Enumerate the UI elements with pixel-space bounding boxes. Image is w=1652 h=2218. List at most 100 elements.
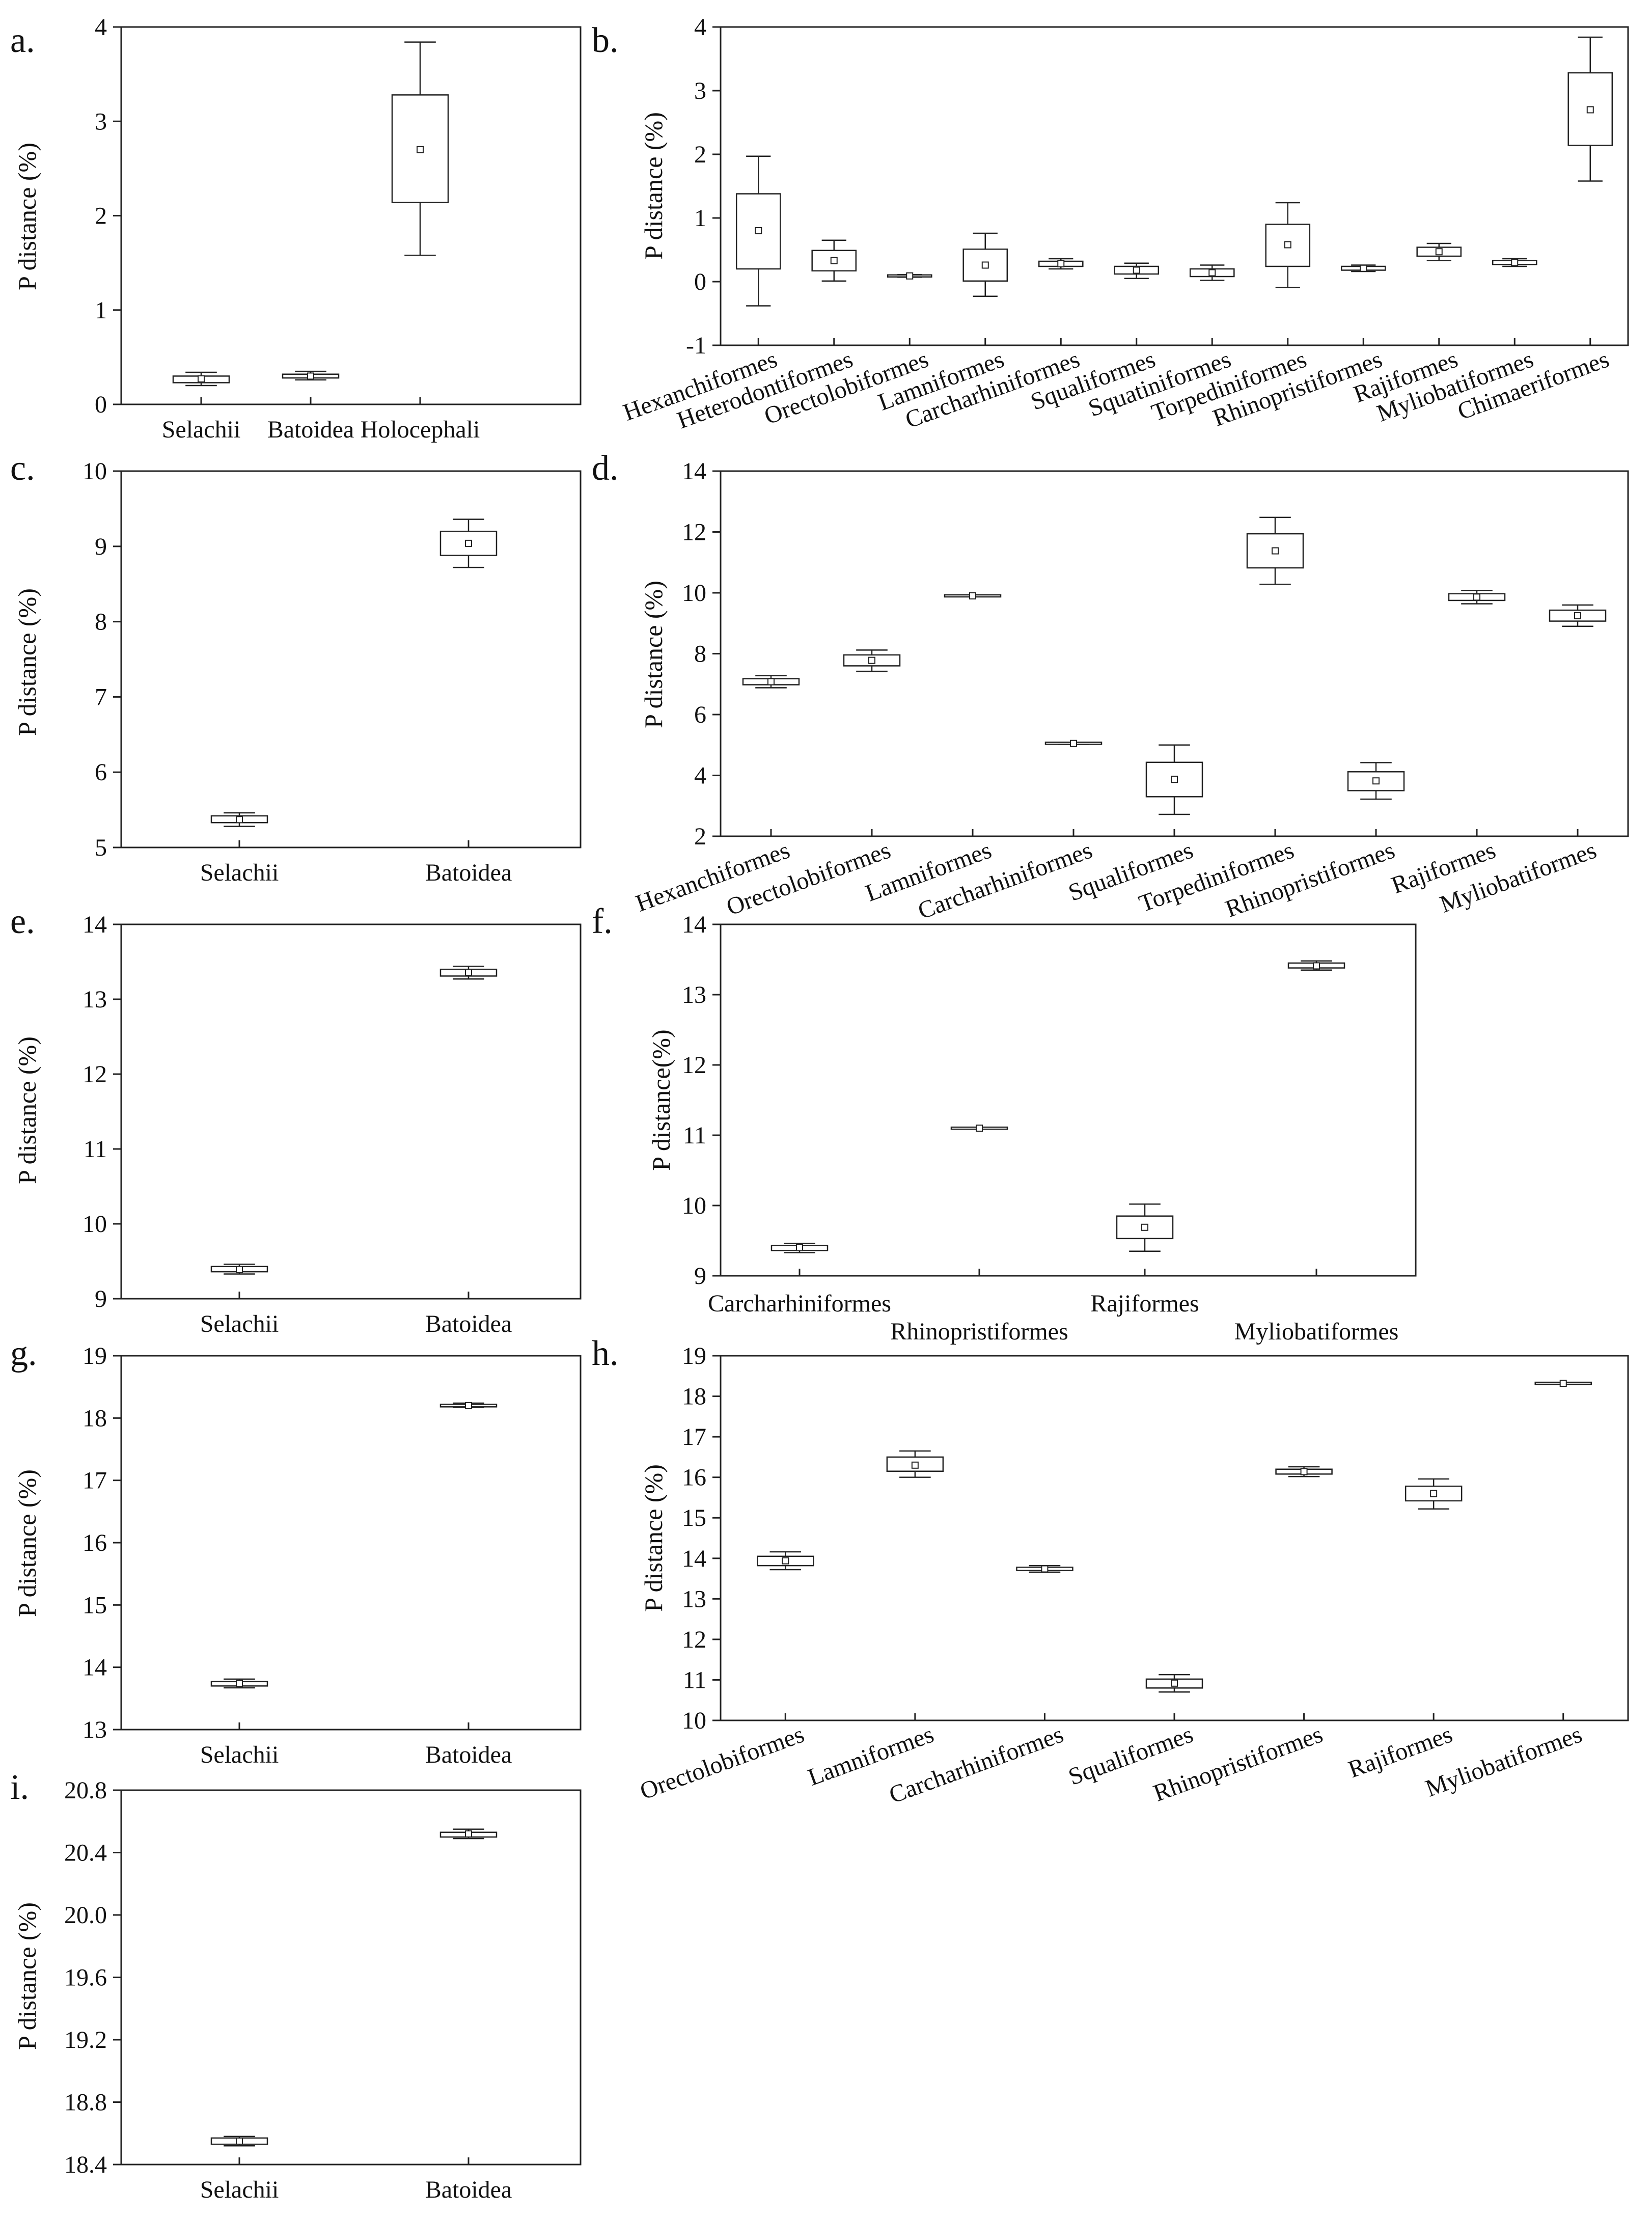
- panel-d-box-myliobatiformes: [1549, 604, 1607, 836]
- panel-g-x-label-batoidea: Batoidea: [425, 1741, 512, 1768]
- panel-c-box-batoidea: [439, 518, 498, 847]
- panel-i-mean-marker-batoidea: [465, 1830, 472, 1838]
- panel-e-y-axis-label: P distance (%): [13, 1036, 41, 1184]
- panel-c-y-tick-label-4: 9: [95, 533, 107, 560]
- panel-h-box-carcharhiniformes: [1016, 1565, 1073, 1720]
- panel-b-box-myliobatiformes: [1492, 258, 1537, 345]
- panel-b-mean-marker-carcharhiniformes: [1057, 260, 1065, 267]
- panel-e-box-batoidea: [439, 966, 498, 1299]
- panel-h-box-rajiformes: [1405, 1478, 1463, 1720]
- panel-f-y-tick-label-3: 12: [682, 1052, 706, 1079]
- panel-c-mean-marker-batoidea: [465, 539, 472, 547]
- panel-g-y-tick-label-1: 14: [82, 1654, 107, 1681]
- panel-b-mean-marker-squaliformes: [1133, 266, 1140, 274]
- panel-b-box-rhinopristiformes: [1340, 264, 1386, 345]
- panel-c-y-axis-label: P distance (%): [13, 588, 41, 736]
- panel-d-y-tick-label-0: 2: [694, 823, 706, 850]
- panel-f-x-label-rajiformes: Rajiformes: [1090, 1290, 1199, 1317]
- panel-f-box-myliobatiformes: [1287, 960, 1345, 1276]
- panel-f-letter: f.: [592, 902, 613, 941]
- panel-i: i. P distance (%) 18.4 18.8 19.2 19.6 20.0 20.4…: [10, 1768, 582, 2203]
- panel-h-mean-marker-rajiformes: [1430, 1490, 1438, 1497]
- panel-g-y-tick-label-5: 18: [82, 1405, 107, 1432]
- panel-h-mean-marker-rhinopristiformes: [1300, 1468, 1308, 1475]
- panel-h: h. P distance (%) 10 11 12 13 14 15 16 17 18 19 Orec…: [592, 1334, 1629, 1809]
- panel-f-x-label-carcharhiniformes: Carcharhiniformes: [708, 1290, 891, 1317]
- panel-g-plot-frame: [120, 1355, 582, 1731]
- panel-d-box-hexanchiformes: [742, 675, 800, 836]
- panel-c-box-selachii: [210, 812, 268, 847]
- panel-a-x-label-holocephali: Holocephali: [361, 416, 480, 443]
- panel-d-mean-marker-hexanchiformes: [767, 678, 775, 686]
- panel-d: d.P distance (%)2468101214Hexanchiformes…: [592, 449, 1629, 924]
- panel-d-letter: d.: [592, 449, 619, 488]
- panel-g-y-tick-label-0: 13: [82, 1716, 107, 1743]
- panel-b-mean-marker-heterodontiformes: [830, 257, 838, 264]
- panel-f-x-label-myliobatiformes: Myliobatiformes: [1234, 1318, 1399, 1345]
- panel-d-mean-marker-rajiformes: [1473, 593, 1480, 601]
- panel-g-mean-marker-selachii: [236, 1680, 243, 1687]
- panel-b-box-lamniformes: [962, 232, 1008, 345]
- panel-f-mean-marker-rajiformes: [1141, 1223, 1148, 1231]
- panel-d-y-tick-label-6: 14: [682, 458, 706, 485]
- panel-h-y-axis-label: P distance (%): [639, 1464, 668, 1612]
- panel-c-y-tick-label-3: 8: [95, 609, 107, 636]
- panel-b-mean-marker-torpediniformes: [1284, 241, 1291, 249]
- panel-g: g. P distance (%) 13 14 15 16 17 18 19 Selachii Ba…: [10, 1334, 582, 1768]
- panel-b-box-squaliformes: [1114, 262, 1160, 345]
- panel-d-box-rhinopristiformes: [1347, 762, 1405, 836]
- panel-f-box-rhinopristiformes: [950, 1125, 1008, 1276]
- panel-h-box-lamniformes: [886, 1450, 944, 1720]
- panel-e-y-tick-label-3: 12: [82, 1061, 107, 1088]
- panel-b-iqr-box-heterodontiformes: [811, 250, 857, 271]
- panel-i-y-tick-label-5: 20.4: [64, 1840, 107, 1867]
- panel-b-mean-marker-squatiniformes: [1208, 269, 1216, 277]
- panel-b-y-tick-label-4: 3: [694, 77, 706, 104]
- panel-e-x-label-batoidea: Batoidea: [425, 1310, 512, 1337]
- panel-b-mean-marker-lamniformes: [981, 261, 989, 269]
- panel-e-y-tick-label-4: 13: [82, 986, 107, 1013]
- panel-h-y-tick-label-7: 17: [682, 1423, 706, 1450]
- panel-f-y-axis-label: P distance(%): [647, 1029, 675, 1170]
- panel-b-y-tick-label-3: 2: [694, 141, 706, 168]
- panel-f-y-tick-label-5: 14: [682, 911, 706, 938]
- panel-b-plot-frame: [720, 26, 1629, 346]
- panel-b-y-tick-label-0: -1: [686, 332, 706, 359]
- panel-i-y-tick-label-6: 20.8: [64, 1777, 107, 1804]
- panel-a-y-tick-label-4: 4: [95, 14, 107, 41]
- panel-c-y-tick-label-2: 7: [95, 683, 107, 710]
- panel-g-mean-marker-batoidea: [465, 1402, 472, 1409]
- panel-d-mean-marker-squaliformes: [1171, 776, 1178, 783]
- panel-h-y-tick-label-4: 14: [682, 1545, 706, 1572]
- panel-i-letter: i.: [10, 1768, 29, 1807]
- panel-b-mean-marker-rhinopristiformes: [1360, 264, 1367, 272]
- panel-a-y-tick-label-0: 0: [95, 391, 107, 418]
- panel-e-y-tick-label-0: 9: [95, 1285, 107, 1312]
- panel-a-box-batoidea: [282, 370, 340, 404]
- panel-f: f. P distance(%) 9 10 11 12 13 14 Carcharhinifor…: [592, 902, 1417, 1345]
- panel-d-y-tick-label-5: 12: [682, 519, 706, 546]
- panel-i-y-tick-label-2: 19.2: [64, 2027, 107, 2053]
- panel-d-box-lamniformes: [944, 592, 1002, 836]
- panel-c-y-tick-label-1: 6: [95, 759, 107, 786]
- panel-b-box-torpediniformes: [1265, 202, 1311, 345]
- panel-f-x-label-rhinopristiformes: Rhinopristiformes: [890, 1318, 1068, 1345]
- panel-d-y-tick-label-2: 6: [694, 701, 706, 728]
- panel-c-plot-frame: [120, 470, 582, 848]
- panel-i-plot-frame: [120, 1789, 582, 2166]
- panel-f-mean-marker-carcharhiniformes: [796, 1244, 803, 1251]
- panel-a-box-selachii: [172, 371, 230, 404]
- panel-b-letter: b.: [592, 21, 619, 60]
- panel-d-box-orectolobiformes: [843, 649, 901, 836]
- panel-d-mean-marker-carcharhiniformes: [1070, 740, 1077, 747]
- panel-f-box-rajiformes: [1116, 1203, 1174, 1276]
- panel-b-mean-marker-chimaeriformes: [1586, 106, 1594, 114]
- panel-c-mean-marker-selachii: [236, 816, 243, 824]
- panel-f-y-tick-label-4: 13: [682, 981, 706, 1008]
- panel-b-y-tick-label-2: 1: [694, 205, 706, 232]
- panel-d-y-axis-label: P distance (%): [639, 581, 668, 728]
- panel-e-mean-marker-selachii: [236, 1266, 243, 1273]
- panel-g-y-tick-label-6: 19: [82, 1343, 107, 1370]
- panel-h-mean-marker-lamniformes: [911, 1461, 919, 1469]
- panel-i-y-tick-label-4: 20.0: [64, 1902, 107, 1929]
